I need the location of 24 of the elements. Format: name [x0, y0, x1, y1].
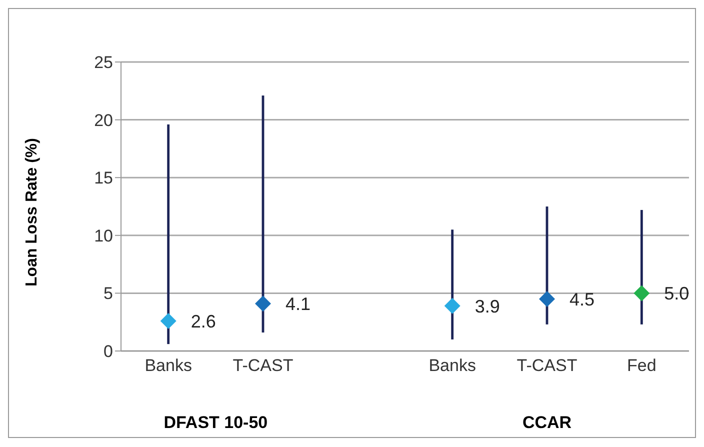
data-label: 4.5: [570, 289, 595, 310]
y-axis-title: Loan Loss Rate (%): [24, 138, 41, 286]
data-label: 2.6: [190, 311, 216, 332]
text: CCAR: [521, 413, 573, 433]
point: [634, 285, 650, 302]
x-tick-label: T-CAST: [516, 356, 578, 376]
y-tick-label: 25: [94, 53, 113, 72]
y-tick-label: 10: [94, 226, 113, 246]
data-label: 3.9: [474, 296, 500, 316]
point: [255, 296, 271, 312]
point: [160, 312, 176, 329]
x-tick-label: T-CAST: [232, 356, 294, 376]
y-tick-label: 15: [94, 168, 113, 188]
x-tick-label: Banks: [428, 356, 476, 376]
data-label: 4.1: [286, 294, 311, 314]
text: DFAST 10-50: [162, 413, 269, 433]
x-tick-label: Banks: [144, 356, 192, 376]
y-tick-label: 5: [104, 284, 113, 304]
point: [539, 290, 555, 307]
x-tick-label: Fed: [627, 356, 656, 376]
data-label: 5.0: [664, 284, 690, 304]
point: [444, 298, 460, 314]
y-tick-label: 0: [104, 342, 113, 362]
y-tick-label: 20: [94, 110, 113, 130]
